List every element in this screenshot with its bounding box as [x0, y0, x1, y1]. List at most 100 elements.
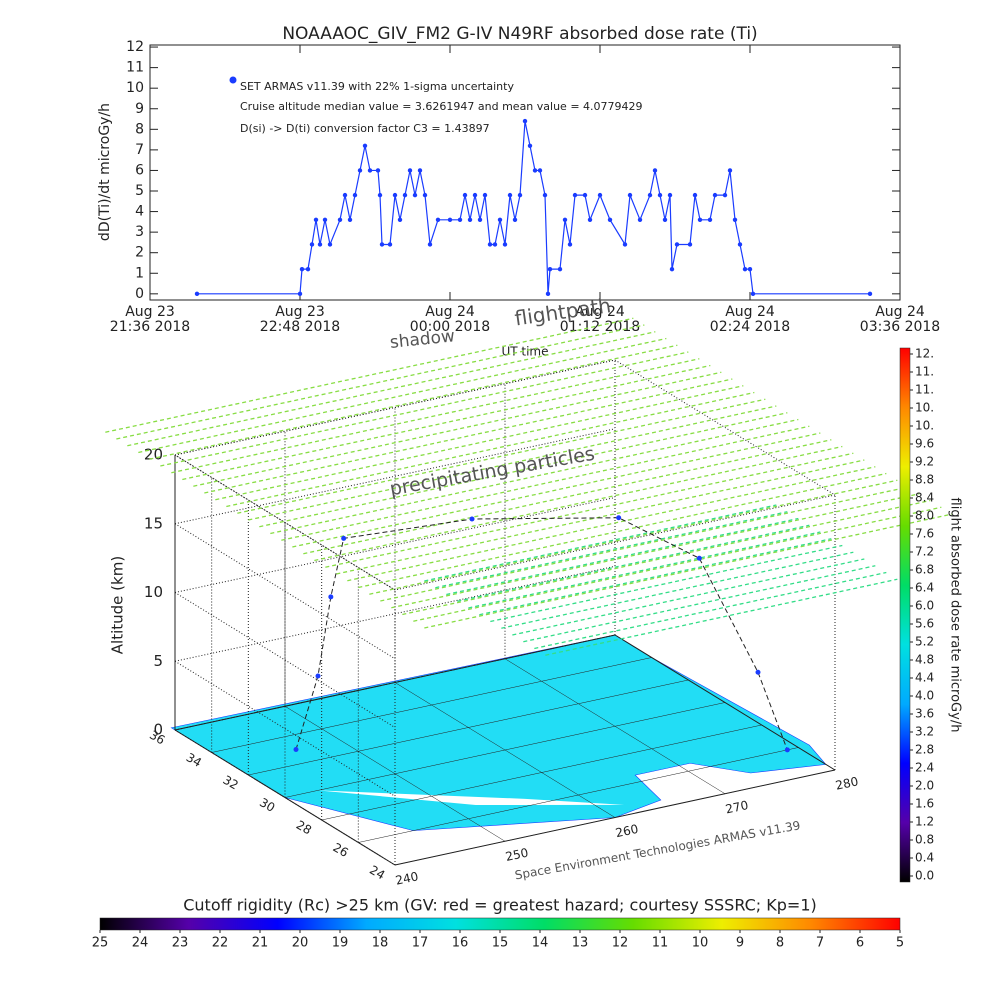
- particle-layer: [248, 405, 777, 521]
- colorbar-tick-label: 0.4: [915, 851, 934, 865]
- data-point: [362, 143, 368, 148]
- flight-point: [784, 747, 790, 753]
- colorbar-tick-label: 0.0: [915, 869, 934, 883]
- colorbar-tick-label: 11.: [915, 383, 934, 397]
- grid-line: [248, 679, 689, 776]
- data-point: [712, 192, 718, 198]
- x-tick-label: 02:24 2018: [710, 319, 790, 335]
- particle-layer: [193, 371, 722, 487]
- data-point: [867, 291, 873, 297]
- flight-point: [616, 515, 622, 521]
- colorbar-tick-label: 2.0: [915, 779, 934, 793]
- data-point: [647, 192, 653, 198]
- particle-layer: [149, 344, 678, 460]
- data-point: [527, 143, 533, 148]
- colorbar-tick-label: 10: [692, 936, 709, 951]
- particle-layer: [116, 324, 645, 440]
- data-point: [674, 242, 680, 247]
- y-tick-label: 7: [135, 142, 144, 158]
- data-point: [482, 192, 488, 198]
- data-point: [375, 168, 381, 173]
- y-tick-label: 2: [135, 245, 144, 261]
- particle-layer: [182, 364, 711, 481]
- data-point: [607, 217, 613, 222]
- colorbar-tick-label: 19: [332, 936, 349, 951]
- particle-layer: [314, 445, 843, 562]
- colorbar-tick-label: 2.4: [915, 761, 934, 775]
- data-point: [472, 192, 478, 198]
- y-tick-label: 6: [135, 162, 144, 178]
- chart-title: NOAAAOC_GIV_FM2 G-IV N49RF absorbed dose…: [282, 24, 757, 44]
- x-tick-label: Aug 24: [575, 304, 625, 320]
- colorbar-tick-label: 9.6: [915, 437, 934, 451]
- grid-line: [321, 724, 762, 821]
- colorbar-tick-label: 7.6: [915, 527, 934, 541]
- colorbar-tick-label: 17: [412, 936, 429, 951]
- x-tick-label: 00:00 2018: [410, 319, 490, 335]
- annotation: D(si) -> D(ti) conversion factor C3 = 1.…: [240, 122, 490, 135]
- colorbar-tick-label: 25: [92, 936, 109, 951]
- data-point: [322, 217, 328, 222]
- y-tick-label: 1: [135, 265, 144, 281]
- data-point: [447, 217, 453, 222]
- colorbar-tick-label: 1.6: [915, 797, 934, 811]
- data-point: [309, 242, 315, 247]
- colorbar-tick-label: 5.6: [915, 617, 934, 631]
- data-point: [402, 192, 408, 198]
- colorbar-tick-label: 7.2: [915, 545, 934, 559]
- colorbar-tick-label: 6.4: [915, 581, 934, 595]
- grid-line: [284, 702, 726, 798]
- data-point: [517, 192, 523, 198]
- data-point: [667, 192, 673, 198]
- data-point: [492, 242, 498, 247]
- flight-point: [696, 555, 702, 561]
- particle-layer: [171, 358, 700, 474]
- colorbar-tick-label: 16: [452, 936, 469, 951]
- data-point: [662, 217, 668, 222]
- colorbar-tick-label: 12.: [915, 347, 934, 361]
- y-tick-label: 26: [330, 840, 350, 860]
- y-tick-label: 36: [147, 728, 167, 748]
- grid-line: [174, 592, 396, 728]
- annotation: Cruise altitude median value = 3.6261947…: [240, 100, 643, 113]
- data-point: [732, 217, 738, 222]
- y-tick-label: 9: [135, 101, 144, 117]
- data-point: [507, 192, 513, 198]
- particle-layer: [138, 337, 667, 454]
- particle-layer: [402, 499, 931, 616]
- colorbar-tick-label: 2.8: [915, 743, 934, 757]
- data-point: [477, 217, 483, 222]
- data-point: [387, 242, 393, 247]
- data-point: [367, 168, 373, 173]
- colorbar-tick-label: 8: [776, 936, 784, 951]
- colorbar-tick-label: 18: [372, 936, 389, 951]
- flight-point: [315, 673, 321, 679]
- grid-line: [174, 634, 616, 731]
- grid-line: [174, 359, 616, 456]
- particle-layer: [226, 391, 755, 508]
- data-point: [722, 192, 728, 198]
- data-point: [422, 192, 428, 198]
- colorbar-tick-label: 9: [736, 936, 744, 951]
- data-point: [692, 192, 698, 198]
- x-tick-label: 240: [394, 869, 419, 887]
- data-point: [487, 242, 493, 247]
- particle-layer: [413, 506, 942, 622]
- y-tick-label: 0: [135, 286, 144, 302]
- x-tick-label: 03:36 2018: [860, 319, 940, 335]
- y-tick-label: 10: [126, 80, 144, 96]
- particle-layer: [215, 385, 744, 501]
- data-point: [537, 168, 543, 173]
- particle-layer: [259, 412, 788, 528]
- data-point: [572, 192, 578, 198]
- data-point: [637, 217, 643, 222]
- map-water: [318, 790, 625, 805]
- y-tick-label: 30: [257, 795, 277, 815]
- colorbar: [99, 917, 901, 931]
- colorbar-tick-label: 23: [172, 936, 189, 951]
- grid-line: [358, 747, 799, 843]
- data-point: [457, 217, 463, 222]
- particle-layer: [369, 479, 898, 595]
- z-tick-label: 10: [144, 583, 163, 601]
